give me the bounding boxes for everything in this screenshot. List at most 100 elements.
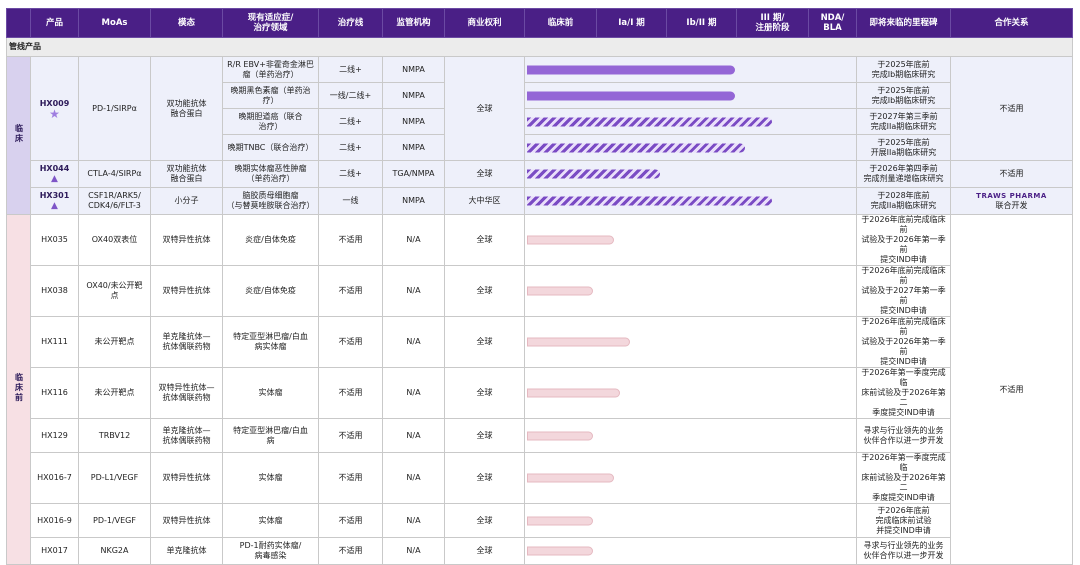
indication-cell: 晚期TNBC（联合治疗） (222, 134, 319, 161)
rights-cell: 全球 (444, 503, 525, 538)
modality-cell: 双特异性抗体 (150, 503, 223, 538)
rights-cell: 全球 (444, 56, 525, 161)
line-cell: 不适用 (318, 367, 383, 419)
modality-cell: 双特异性抗体 (150, 265, 223, 317)
milestone-cell: 于2025年底前 完成Ib期临床研究 (856, 82, 951, 109)
clinical-progress-bar (527, 91, 735, 100)
modality-cell: 双特异性抗体 (150, 452, 223, 504)
line-cell: 一线/二线+ (318, 82, 383, 109)
milestone-cell: 于2025年底前 开展IIa期临床研究 (856, 134, 951, 161)
rights-cell: 大中华区 (444, 187, 525, 215)
product-code: HX009 ★ (30, 56, 79, 161)
indication-cell: 特定亚型淋巴瘤/白血 病 (222, 418, 319, 453)
regulator-cell: N/A (382, 316, 445, 368)
table-row: 晚期黑色素瘤（单药治 疗） 一线/二线+ NMPA 于2025年底前 完成Ib期临床研… (7, 82, 1073, 109)
indication-cell: 实体瘤 (222, 452, 319, 504)
clinical-progress-bar (527, 117, 772, 126)
category-preclinical: 临床前 (6, 214, 31, 565)
triangle-icon: ▲ (51, 201, 58, 211)
line-cell: 不适用 (318, 537, 383, 565)
rights-cell: 全球 (444, 265, 525, 317)
product-code-text: HX301 (39, 191, 70, 200)
milestone-cell: 于2026年底前完成临床前 试验及于2026年第一季前 提交IND申请 (856, 214, 951, 266)
regulator-cell: N/A (382, 265, 445, 317)
pipeline-bar-cell (524, 265, 857, 317)
modality-cell: 单克隆抗体— 抗体偶联药物 (150, 418, 223, 453)
moa-cell: NKG2A (78, 537, 151, 565)
regulator-cell: TGA/NMPA (382, 160, 445, 188)
indication-cell: 脑胶质母细胞瘤 （与替莫唑胺联合治疗） (222, 187, 319, 215)
rights-cell: 全球 (444, 160, 525, 188)
section-title: 管线产品 (6, 37, 1073, 57)
product-code: HX129 (30, 418, 79, 453)
pipeline-bar-cell (524, 82, 857, 109)
regulator-cell: NMPA (382, 108, 445, 135)
header-row: 产品 MoAs 模态 现有适应症/ 治疗领域 治疗线 监管机构 商业权利 临床前… (6, 8, 1073, 38)
partnership-cell: TRAWS PHARMA 联合开发 (950, 187, 1073, 215)
header-phase3: III 期/ 注册阶段 (736, 8, 809, 38)
product-code: HX016-7 (30, 452, 79, 504)
header-phase2: Ib/II 期 (666, 8, 737, 38)
milestone-cell: 寻求与行业领先的业务 伙伴合作以进一步开发 (856, 418, 951, 453)
category-label: 临床 (14, 124, 24, 144)
line-cell: 一线 (318, 187, 383, 215)
modality-cell: 双功能抗体 融合蛋白 (150, 160, 223, 188)
line-cell: 不适用 (318, 265, 383, 317)
header-regulator: 监管机构 (382, 8, 445, 38)
partnership-cell: 不适用 (950, 160, 1073, 188)
header-phase1: Ia/I 期 (596, 8, 667, 38)
regulator-cell: N/A (382, 367, 445, 419)
clinical-progress-bar (527, 143, 745, 152)
regulator-cell: NMPA (382, 82, 445, 109)
pipeline-bar-cell (524, 214, 857, 266)
product-code: HX111 (30, 316, 79, 368)
partnership-cell: 不适用 (950, 56, 1073, 161)
indication-cell: R/R EBV+非霍奇金淋巴 瘤（单药治疗） (222, 56, 319, 83)
modality-cell: 双功能抗体 融合蛋白 (150, 56, 223, 161)
line-cell: 不适用 (318, 503, 383, 538)
regulator-cell: N/A (382, 503, 445, 538)
header-preclinical: 临床前 (524, 8, 597, 38)
rights-cell: 全球 (444, 418, 525, 453)
indication-cell: 晚期实体瘤恶性肿瘤 （单药治疗） (222, 160, 319, 188)
moa-cell: TRBV12 (78, 418, 151, 453)
pipeline-table: 产品 MoAs 模态 现有适应症/ 治疗领域 治疗线 监管机构 商业权利 临床前… (6, 8, 1073, 565)
table-row: 晚期胆道癌（联合 治疗） 二线+ NMPA 于2027年第三季前 完成IIa期临床研究 (7, 108, 1073, 135)
modality-cell: 小分子 (150, 187, 223, 215)
pipeline-bar-cell (524, 56, 857, 83)
milestone-cell: 于2026年底前 完成临床前试验 并提交IND申请 (856, 503, 951, 538)
milestone-cell: 寻求与行业领先的业务 伙伴合作以进一步开发 (856, 537, 951, 565)
milestone-cell: 于2026年底前完成临床前 试验及于2026年第一季前 提交IND申请 (856, 316, 951, 368)
preclinical-progress-bar (527, 473, 614, 483)
milestone-cell: 于2025年底前 完成Ib期临床研究 (856, 56, 951, 83)
pipeline-bar-cell (524, 367, 857, 419)
line-cell: 二线+ (318, 160, 383, 188)
line-cell: 二线+ (318, 134, 383, 161)
table-row: HX044 ▲ CTLA-4/SIRPα 双功能抗体 融合蛋白 晚期实体瘤恶性肿瘤 （单… (7, 160, 1073, 188)
indication-cell: 炎症/自体免疫 (222, 214, 319, 266)
moa-cell: PD-1/VEGF (78, 503, 151, 538)
pipeline-bar-cell (524, 108, 857, 135)
rights-cell: 全球 (444, 452, 525, 504)
moa-cell: OX40双表位 (78, 214, 151, 266)
clinical-progress-bar (527, 65, 735, 74)
product-code-text: HX044 (39, 164, 70, 173)
header-rights: 商业权利 (444, 8, 525, 38)
header-milestone: 即将来临的里程碑 (856, 8, 951, 38)
indication-cell: PD-1耐药实体瘤/ 病毒感染 (222, 537, 319, 565)
product-code: HX016-9 (30, 503, 79, 538)
star-icon: ★ (49, 106, 60, 121)
table-row: HX038 OX40/未公开靶 点双特异性抗体 炎症/自体免疫 不适用 N/A 全球 于20… (7, 265, 1073, 317)
table-row: 临床前 HX035 OX40双表位 双特异性抗体 炎症/自体免疫 不适用 N/A 全球 于202… (6, 214, 1073, 565)
rights-cell: 全球 (444, 316, 525, 368)
preclinical-progress-bar (527, 516, 593, 525)
milestone-cell: 于2026年第四季前 完成剂量递增临床研究 (856, 160, 951, 188)
pipeline-bar-cell (524, 160, 857, 188)
preclinical-progress-bar (527, 546, 593, 556)
moa-cell: 未公开靶点 (78, 367, 151, 419)
line-cell: 不适用 (318, 316, 383, 368)
header-indication: 现有适应症/ 治疗领域 (222, 8, 319, 38)
modality-cell: 单克隆抗体— 抗体偶联药物 (150, 316, 223, 368)
product-code: HX301 ▲ (30, 187, 79, 215)
regulator-cell: NMPA (382, 187, 445, 215)
